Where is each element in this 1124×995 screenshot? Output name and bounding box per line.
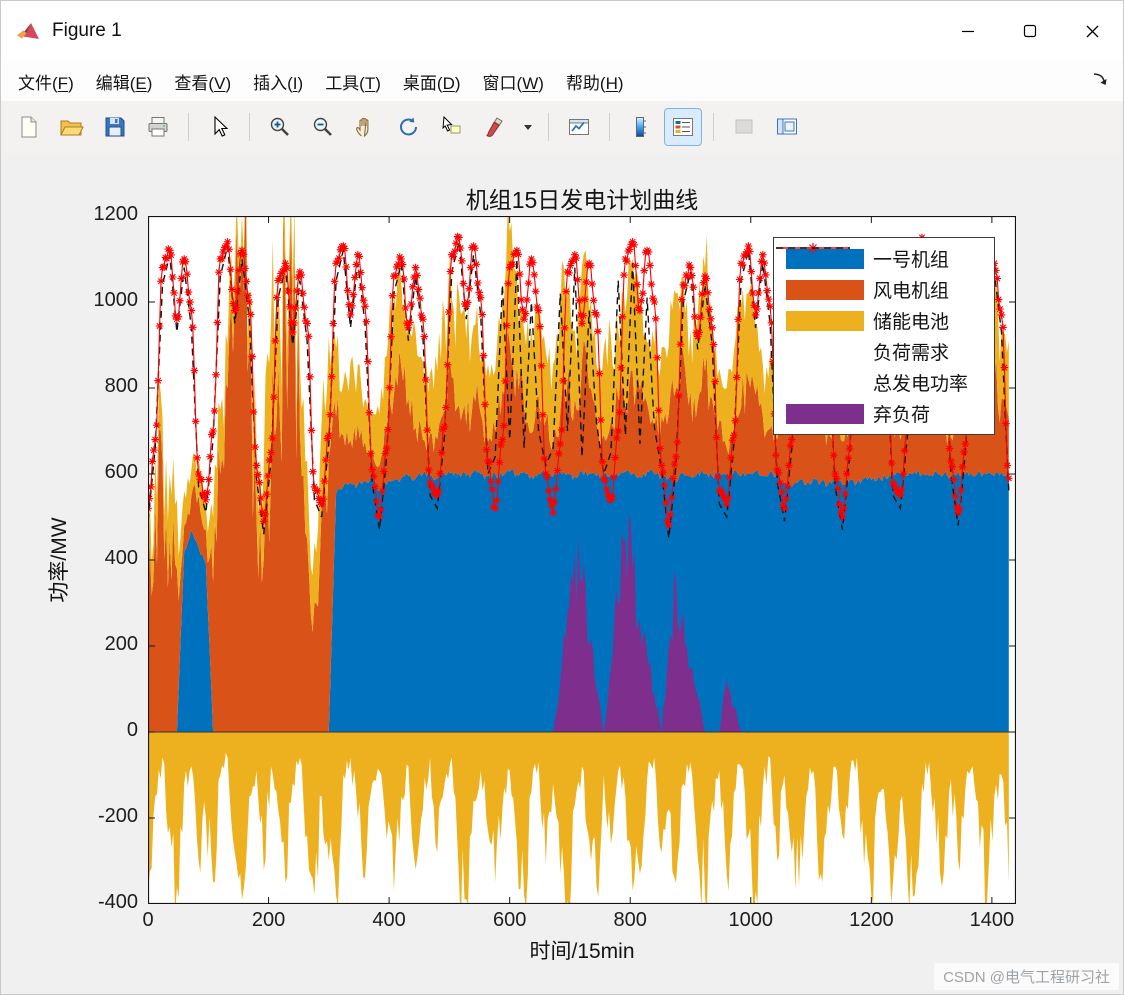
legend-item-4[interactable]: 总发电功率 xyxy=(774,247,994,398)
y-tick-label: 1200 xyxy=(93,203,139,225)
y-tick-label: 200 xyxy=(104,633,138,655)
legend-label: 一号机组 xyxy=(873,250,950,271)
menu-item-T[interactable]: 工具(T) xyxy=(325,73,381,93)
open-file-icon[interactable] xyxy=(54,109,90,145)
y-tick-label: 0 xyxy=(126,719,138,741)
menu-item-H[interactable]: 帮助(H) xyxy=(565,73,624,93)
legend-swatch-star-line xyxy=(776,243,864,362)
x-tick-label: 0 xyxy=(142,909,154,931)
minimize-button[interactable] xyxy=(937,1,999,61)
data-cursor-icon[interactable] xyxy=(434,109,470,145)
menu-item-D[interactable]: 桌面(D) xyxy=(402,73,461,93)
legend-label: 总发电功率 xyxy=(873,374,969,395)
watermark: CSDN @电气工程研习社 xyxy=(934,963,1119,990)
series-curtail-area xyxy=(148,514,1009,732)
brush-icon[interactable] xyxy=(477,109,513,145)
link-plot-icon[interactable] xyxy=(561,109,597,145)
matlab-icon xyxy=(15,18,41,44)
legend-swatch-patch xyxy=(786,279,864,300)
series-wind-area xyxy=(148,216,1009,732)
window-title: Figure 1 xyxy=(52,20,122,41)
menu-item-I[interactable]: 插入(I) xyxy=(253,73,304,93)
x-axis-label: 时间/15min xyxy=(529,940,635,963)
toolbar xyxy=(1,101,1123,154)
chart-title: 机组15日发电计划曲线 xyxy=(465,187,699,213)
dock-figure-arrow-icon[interactable] xyxy=(1091,71,1111,91)
hide-plot-tools-icon xyxy=(726,109,762,145)
x-tick-label: 1000 xyxy=(728,909,774,931)
y-tick-label: 400 xyxy=(104,547,138,569)
y-tick-label: -400 xyxy=(97,891,138,913)
toolbar-separator xyxy=(188,113,189,141)
window-controls xyxy=(937,1,1123,61)
print-figure-icon[interactable] xyxy=(140,109,176,145)
figure-canvas: 机组15日发电计划曲线 功率/MW 时间/15min 一号机组 风电机组 储能电池负… xyxy=(1,153,1123,994)
legend-label: 负荷需求 xyxy=(873,343,950,364)
x-tick-label: 1200 xyxy=(849,909,894,931)
menu-item-V[interactable]: 查看(V) xyxy=(174,73,232,93)
y-tick-label: -200 xyxy=(97,805,138,827)
menu-item-F[interactable]: 文件(F) xyxy=(18,73,74,93)
edit-plot-icon[interactable] xyxy=(201,109,237,145)
insert-colorbar-icon[interactable] xyxy=(622,109,658,145)
x-tick-label: 1400 xyxy=(969,909,1015,931)
legend-swatch-dash-line xyxy=(776,247,864,393)
legend-item-1[interactable]: 风电机组 xyxy=(774,274,994,305)
x-tick-label: 800 xyxy=(613,909,647,931)
brush-dropdown-icon[interactable] xyxy=(520,109,536,145)
legend-item-2[interactable]: 储能电池 xyxy=(774,305,994,336)
new-figure-icon[interactable] xyxy=(11,109,47,145)
close-button[interactable] xyxy=(1061,1,1123,61)
zoom-out-icon[interactable] xyxy=(305,109,341,145)
x-tick-label: 200 xyxy=(251,909,286,931)
show-plot-tools-icon[interactable] xyxy=(769,109,805,145)
legend-label: 风电机组 xyxy=(873,281,950,302)
menu-item-W[interactable]: 窗口(W) xyxy=(482,73,544,93)
legend-label: 弃负荷 xyxy=(873,405,931,426)
plot-area[interactable]: 一号机组风电机组储能电池负荷需求总发电功率弃负荷 xyxy=(148,216,1016,904)
toolbar-separator xyxy=(713,113,714,141)
menubar: 文件(F) 编辑(E) 查看(V) 插入(I) 工具(T) 桌面(D) 窗口(W) 帮助(H) xyxy=(1,61,1123,101)
x-tick-label: 600 xyxy=(492,909,527,931)
y-tick-label: 600 xyxy=(104,461,138,483)
save-figure-icon[interactable] xyxy=(97,109,133,145)
maximize-button[interactable] xyxy=(999,1,1061,61)
legend-swatch-patch xyxy=(786,310,864,331)
toolbar-separator xyxy=(548,113,549,141)
y-tick-label: 800 xyxy=(104,375,138,397)
legend-swatch-patch xyxy=(786,403,864,424)
insert-legend-icon[interactable] xyxy=(664,108,702,146)
pan-icon[interactable] xyxy=(348,109,384,145)
series-storage-neg-area xyxy=(148,732,1009,904)
toolbar-separator xyxy=(249,113,250,141)
legend-swatch-patch xyxy=(786,248,864,269)
y-tick-label: 1000 xyxy=(93,289,139,311)
legend[interactable]: 一号机组风电机组储能电池负荷需求总发电功率弃负荷 xyxy=(773,237,995,435)
legend-item-3[interactable]: 负荷需求 xyxy=(774,243,994,367)
toolbar-separator xyxy=(609,113,610,141)
rotate-3d-icon[interactable] xyxy=(391,109,427,145)
legend-item-5[interactable]: 弃负荷 xyxy=(774,398,994,429)
legend-label: 储能电池 xyxy=(873,312,950,333)
menu-item-E[interactable]: 编辑(E) xyxy=(95,73,153,93)
x-tick-label: 400 xyxy=(372,909,406,931)
zoom-in-icon[interactable] xyxy=(262,109,298,145)
titlebar: Figure 1 xyxy=(1,1,1123,61)
legend-item-0[interactable]: 一号机组 xyxy=(774,243,994,274)
